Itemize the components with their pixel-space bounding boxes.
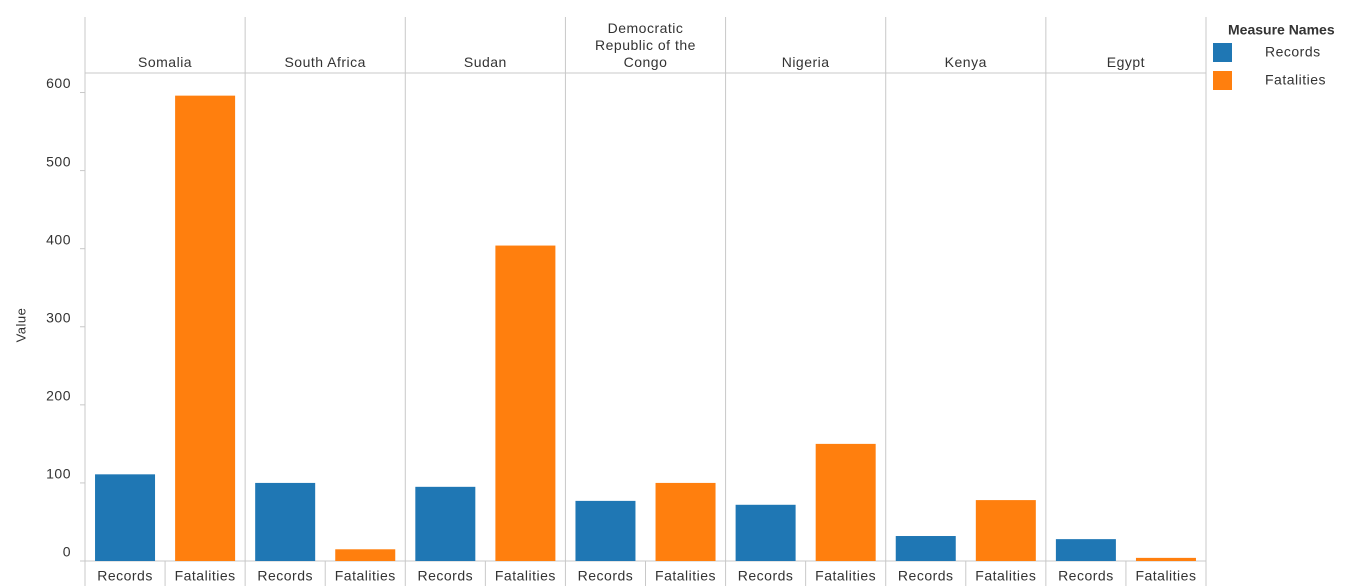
x-tick-label: Fatalities	[1135, 568, 1196, 584]
bar	[735, 504, 796, 561]
bar	[495, 245, 556, 561]
x-tick-label: Fatalities	[495, 568, 556, 584]
x-tick-label: Fatalities	[175, 568, 236, 584]
x-tick-label: Fatalities	[815, 568, 876, 584]
x-tick-label: Records	[1058, 568, 1114, 584]
legend-swatch	[1213, 43, 1232, 62]
y-tick-label: 500	[46, 153, 71, 169]
bar	[895, 536, 956, 561]
bar	[175, 95, 236, 562]
x-tick-label: Records	[97, 568, 153, 584]
bar	[335, 549, 396, 561]
x-tick-label: Records	[738, 568, 794, 584]
y-tick-label: 200	[46, 388, 71, 404]
facet-header: Democratic Republic of the Congo	[595, 20, 696, 70]
legend-swatch	[1213, 71, 1232, 90]
facet-header: Sudan	[463, 54, 507, 70]
x-tick-label: Records	[257, 568, 313, 584]
legend-label: Fatalities	[1265, 72, 1326, 88]
x-tick-label: Records	[578, 568, 634, 584]
legend-label: Records	[1265, 44, 1321, 60]
x-tick-label: Fatalities	[335, 568, 396, 584]
y-axis-label: Value	[13, 308, 28, 343]
x-tick-label: Fatalities	[975, 568, 1036, 584]
x-tick-label: Records	[898, 568, 954, 584]
bar	[415, 486, 476, 561]
y-tick-label: 100	[46, 466, 71, 482]
facet-header: Nigeria	[781, 54, 830, 70]
bar	[655, 482, 716, 561]
bar	[1135, 557, 1196, 561]
legend-title: Measure Names	[1228, 22, 1335, 38]
x-tick-label: Fatalities	[655, 568, 716, 584]
y-tick-label: 600	[46, 75, 71, 91]
bar	[255, 482, 316, 561]
bar	[975, 500, 1036, 561]
facet-header: Somalia	[138, 54, 193, 70]
y-tick-label: 300	[46, 309, 71, 325]
x-tick-label: Records	[418, 568, 474, 584]
facet-header: Kenya	[944, 54, 987, 70]
bar	[95, 474, 156, 561]
facet-header: Egypt	[1106, 54, 1146, 70]
bar	[815, 443, 876, 561]
bar	[575, 500, 636, 561]
y-tick-label: 400	[46, 231, 71, 247]
bar	[1055, 539, 1116, 561]
facet-header: South Africa	[284, 54, 366, 70]
y-tick-label: 0	[63, 544, 71, 560]
